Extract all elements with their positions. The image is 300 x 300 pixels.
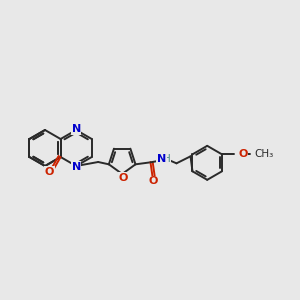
Text: O: O (238, 149, 248, 159)
Text: O: O (149, 176, 158, 186)
Text: H: H (163, 154, 170, 164)
Text: N: N (72, 162, 81, 172)
Text: O: O (45, 167, 54, 177)
Text: N: N (72, 124, 81, 134)
Text: N: N (157, 154, 166, 164)
Text: O: O (118, 173, 128, 183)
Text: CH₃: CH₃ (254, 149, 273, 159)
